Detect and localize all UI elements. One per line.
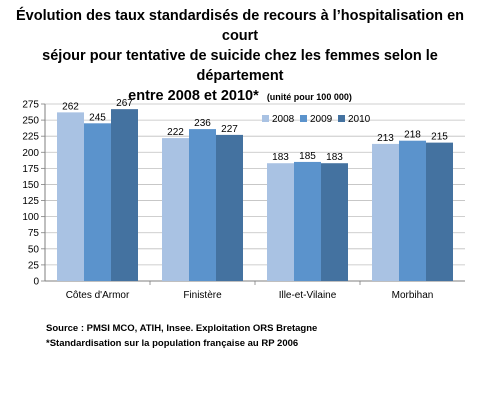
data-label: 267: [116, 98, 133, 109]
y-tick-label: 25: [28, 260, 40, 271]
bar: [84, 123, 111, 282]
title-line-3-text: entre 2008 et 2010*: [128, 88, 259, 104]
legend-label: 2009: [310, 114, 333, 125]
y-tick-label: 100: [22, 212, 39, 223]
y-tick-label: 200: [22, 148, 39, 159]
bar: [189, 129, 216, 281]
bar: [294, 161, 321, 281]
x-tick-label: Côtes d'Armor: [66, 290, 130, 301]
legend-swatch: [262, 115, 269, 122]
x-tick-label: Finistère: [183, 290, 222, 301]
bar: [162, 138, 189, 281]
data-label: 245: [89, 112, 106, 123]
y-tick-label: 250: [22, 116, 39, 127]
bar: [372, 143, 399, 281]
bar: [426, 142, 453, 281]
y-tick-label: 0: [33, 277, 39, 288]
legend-label: 2008: [272, 114, 295, 125]
title-line-1: Évolution des taux standardisés de recou…: [15, 8, 464, 44]
footnote: *Standardisation sur la population franç…: [46, 338, 299, 349]
chart-notes: Source : PMSI MCO, ATIH, Insee. Exploita…: [46, 321, 317, 351]
bar: [57, 112, 84, 281]
legend-swatch: [338, 115, 345, 122]
y-tick-label: 275: [22, 100, 39, 111]
legend-label: 2010: [348, 114, 371, 125]
data-label: 215: [431, 132, 448, 143]
data-label: 236: [194, 118, 211, 129]
x-tick-label: Morbihan: [392, 290, 434, 301]
bar: [111, 109, 138, 281]
chart-title: Évolution des taux standardisés de recou…: [0, 6, 480, 107]
y-tick-label: 75: [28, 228, 40, 239]
unit-note: (unité pour 100 000): [266, 92, 352, 102]
y-tick-label: 125: [22, 196, 39, 207]
y-tick-label: 150: [22, 180, 39, 191]
source-note: Source : PMSI MCO, ATIH, Insee. Exploita…: [46, 323, 318, 334]
data-label: 213: [377, 133, 394, 144]
data-label: 222: [167, 127, 184, 138]
bar: [267, 163, 294, 281]
title-line-2: séjour pour tentative de suicide chez le…: [42, 48, 438, 84]
bar-chart: 0 25 50 75 100 125 150 175 200 225 250 275 262 245 267…: [22, 98, 465, 301]
bar: [321, 163, 348, 281]
y-tick-label: 225: [22, 132, 39, 143]
y-tick-label: 50: [28, 244, 40, 255]
bar: [399, 140, 426, 281]
data-label: 183: [326, 152, 343, 163]
x-tick-label: Ille-et-Vilaine: [279, 290, 337, 301]
legend-swatch: [300, 115, 307, 122]
title-line-3: entre 2008 et 2010* (unité pour 100 000): [0, 86, 480, 107]
data-label: 183: [272, 152, 289, 163]
data-label: 218: [404, 130, 421, 141]
data-label: 262: [62, 101, 79, 112]
data-label: 185: [299, 151, 316, 162]
data-label: 227: [221, 124, 238, 135]
y-tick-label: 175: [22, 164, 39, 175]
bar: [216, 134, 243, 281]
